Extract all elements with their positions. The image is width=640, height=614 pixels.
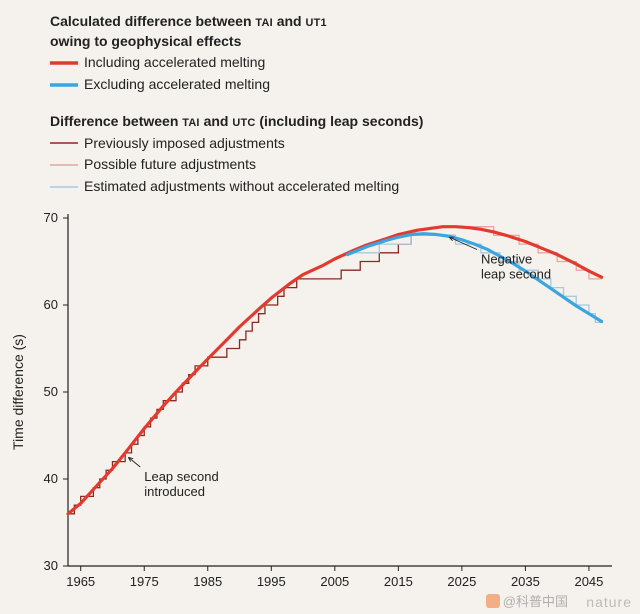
annotation-text-0: Leap second [144, 469, 218, 484]
legend2-title-pre: Difference between [50, 113, 182, 129]
legend1-swatch-0 [50, 56, 78, 70]
legend2-title-tai: TAI [182, 117, 199, 129]
legend2-swatch-1 [50, 158, 78, 172]
legend1-swatch-1 [50, 78, 78, 92]
annotation-text-1-line2: leap second [481, 267, 551, 282]
legend2-title-mid: and [200, 113, 233, 129]
series-past_adjustments [68, 235, 456, 513]
legend1-title-line2: owing to geophysical effects [50, 33, 241, 49]
legend2-title-utc: UTC [232, 117, 255, 129]
legend2-label-1: Possible future adjustments [84, 155, 256, 175]
y-tick-label: 40 [44, 471, 58, 486]
legend2-label-0: Previously imposed adjustments [84, 134, 285, 154]
legend2-title-post: (including leap seconds) [255, 113, 423, 129]
x-tick-label: 1975 [130, 574, 159, 589]
x-tick-label: 2045 [574, 574, 603, 589]
legend1-row-0: Including accelerated melting [50, 53, 327, 73]
legend2-row-2: Estimated adjustments without accelerate… [50, 177, 423, 197]
legend2-swatch-2 [50, 180, 78, 194]
annotation-arrow-0 [128, 457, 140, 467]
x-tick-label: 2015 [384, 574, 413, 589]
legend-tai-utc: Difference between TAI and UTC (includin… [50, 112, 423, 196]
legend1-title-tai: TAI [255, 17, 272, 29]
time-difference-chart: 30 40 50 60 70 1965 1975 1985 1995 2005 2015 2025 20… [0, 210, 640, 614]
legend1-title-ut1: UT1 [306, 17, 327, 29]
legend-calculated-difference: Calculated difference between TAI and UT… [50, 12, 327, 94]
legend1-title: Calculated difference between TAI and UT… [50, 12, 327, 51]
y-axis-title: Time difference (s) [10, 334, 26, 450]
legend1-row-1: Excluding accelerated melting [50, 75, 327, 95]
y-tick-label: 50 [44, 384, 58, 399]
series-excluding_melting [348, 234, 602, 322]
x-tick-label: 1995 [257, 574, 286, 589]
legend1-label-1: Excluding accelerated melting [84, 75, 270, 95]
legend2-title: Difference between TAI and UTC (includin… [50, 112, 423, 132]
legend2-row-0: Previously imposed adjustments [50, 134, 423, 154]
y-tick-label: 70 [44, 210, 58, 225]
y-tick-label: 60 [44, 297, 58, 312]
legend2-row-1: Possible future adjustments [50, 155, 423, 175]
legend2-label-2: Estimated adjustments without accelerate… [84, 177, 399, 197]
x-tick-label: 2025 [447, 574, 476, 589]
x-tick-label: 1985 [193, 574, 222, 589]
x-tick-label: 2035 [511, 574, 540, 589]
x-tick-label: 2005 [320, 574, 349, 589]
legend1-label-0: Including accelerated melting [84, 53, 265, 73]
y-tick-label: 30 [44, 558, 58, 573]
legend1-title-mid: and [273, 13, 306, 29]
annotation-text-1: Negative [481, 252, 532, 267]
annotation-text-0-line2: introduced [144, 484, 205, 499]
legend2-swatch-0 [50, 136, 78, 150]
legend1-title-pre: Calculated difference between [50, 13, 255, 29]
x-tick-label: 1965 [66, 574, 95, 589]
